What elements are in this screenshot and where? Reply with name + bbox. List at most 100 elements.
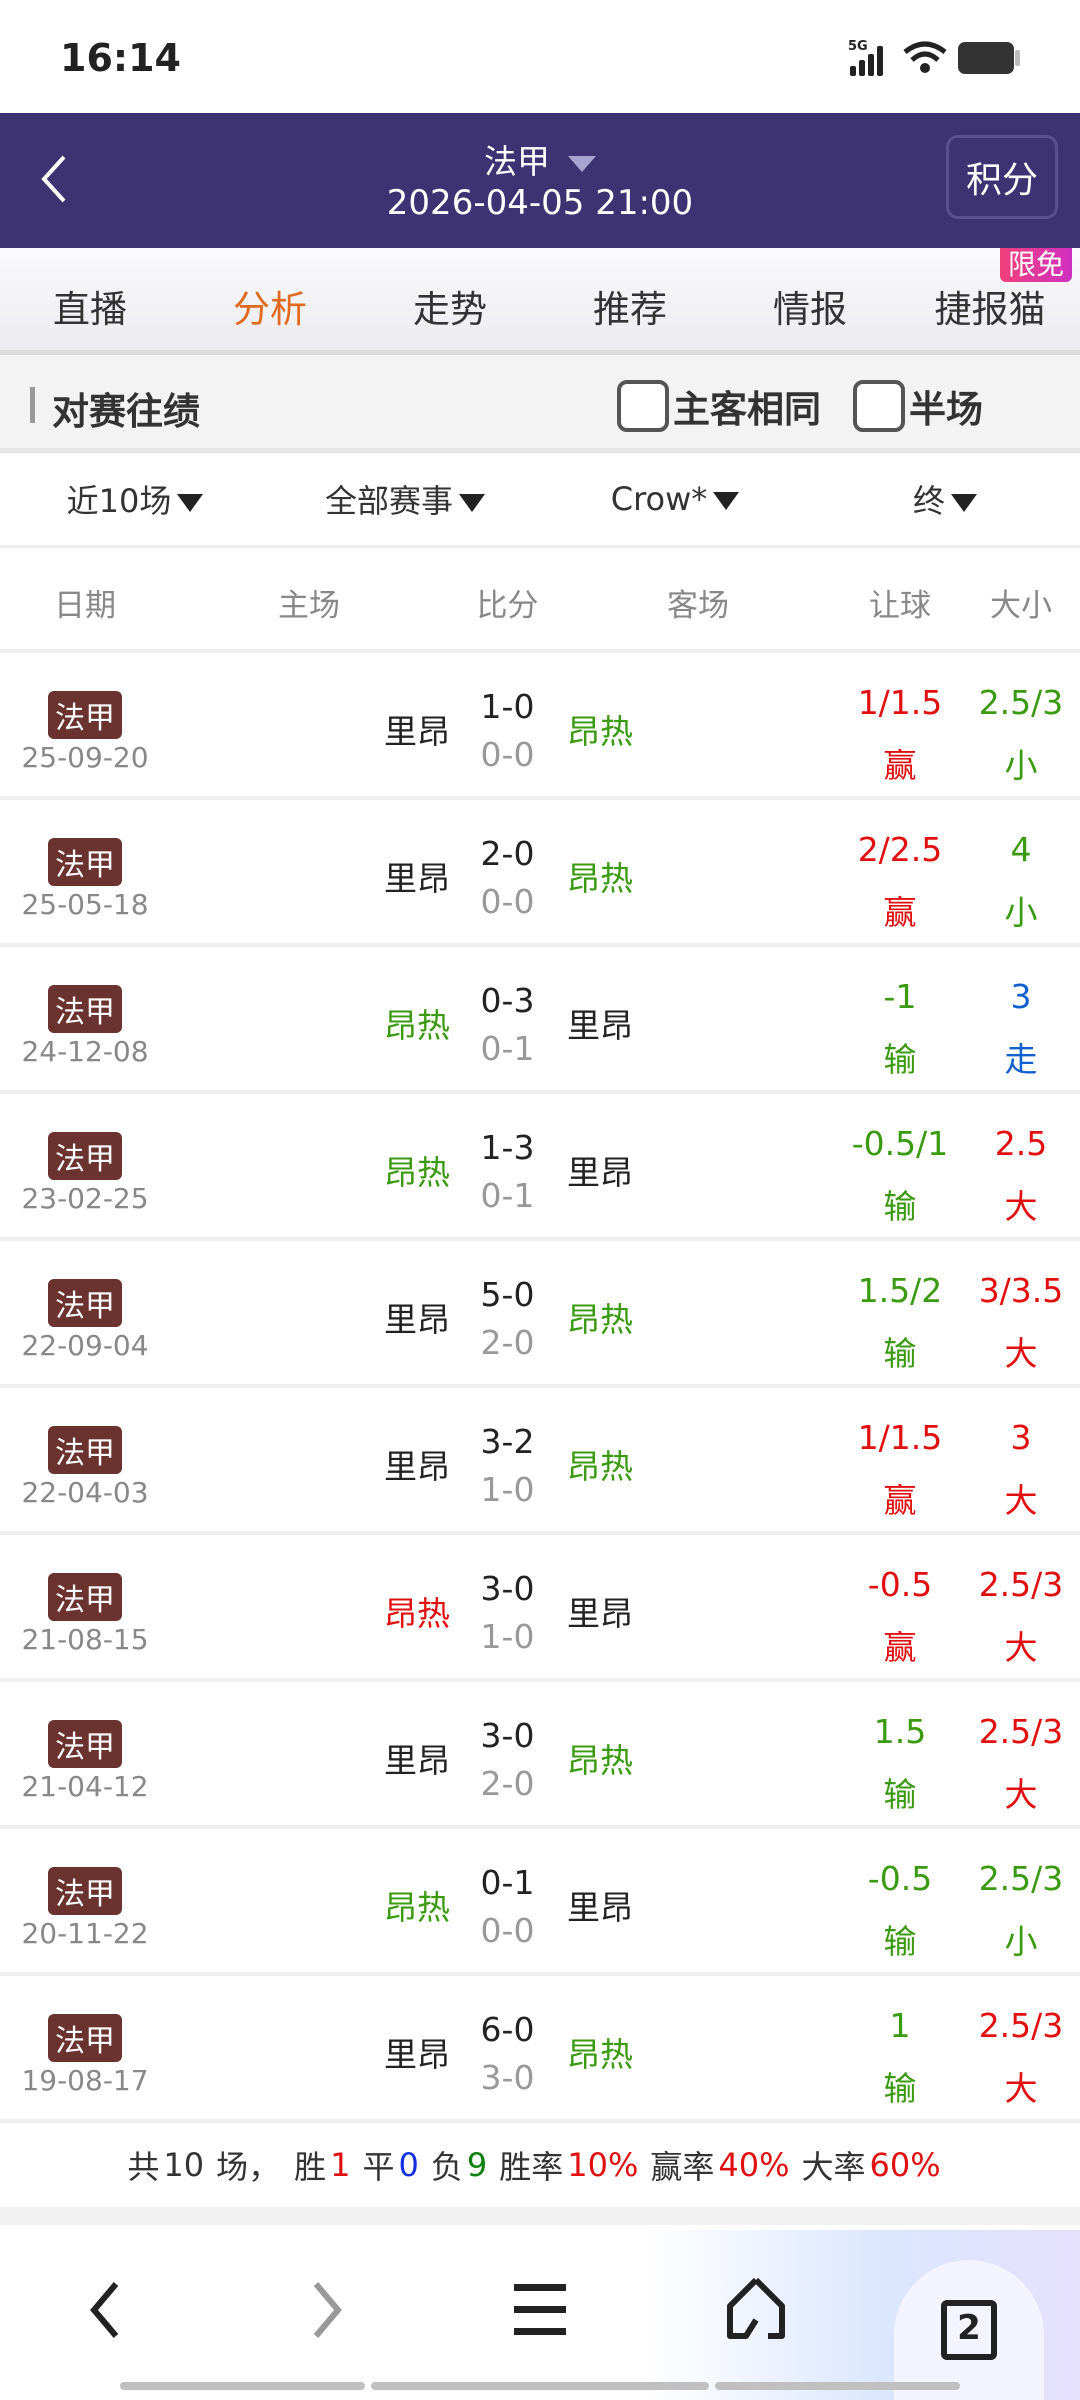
tab-intel[interactable]: 情报: [773, 288, 847, 331]
handicap-result: 赢: [883, 893, 917, 932]
handicap-result: 输: [883, 1040, 917, 1079]
full-time-score: 1-0: [480, 687, 535, 726]
tab-count: 2: [957, 2308, 981, 2348]
handicap-result: 赢: [883, 746, 917, 785]
clock: 16:14: [60, 36, 181, 80]
forward-icon[interactable]: [286, 2270, 366, 2350]
handicap-result: 赢: [883, 1481, 917, 1520]
filter-odds-stage[interactable]: 终: [810, 476, 1080, 522]
handicap-line: 2/2.5: [857, 830, 943, 869]
full-time-score: 5-0: [480, 1275, 535, 1314]
league-badge: 法甲: [48, 1279, 122, 1327]
over-under-result: 大: [1004, 1628, 1038, 1667]
full-time-score: 0-3: [480, 981, 535, 1020]
league-badge: 法甲: [48, 1573, 122, 1621]
full-time-score: 2-0: [480, 834, 535, 873]
away-team: 里昂: [567, 1153, 633, 1192]
checkbox-box: [617, 380, 669, 432]
signal-icon: 5G: [848, 39, 883, 76]
handicap-result: 赢: [883, 1628, 917, 1667]
summary-label: 负: [430, 2148, 463, 2186]
handicap-result: 输: [883, 1775, 917, 1814]
menu-icon[interactable]: [500, 2270, 580, 2350]
table-row[interactable]: 法甲 22-09-04 里昂 5-0 2-0 昂热 1.5/2 输 3/3.5 …: [0, 1241, 1080, 1388]
half-time-score: 2-0: [480, 1764, 535, 1803]
home-icon[interactable]: [716, 2270, 796, 2350]
match-datetime: 2026-04-05 21:00: [386, 183, 694, 223]
col-score: 比分: [476, 588, 539, 624]
tabs-button[interactable]: 2: [894, 2260, 1044, 2400]
back-icon[interactable]: [66, 2270, 146, 2350]
match-date: 25-05-18: [21, 888, 149, 921]
league-name: 法甲: [484, 142, 550, 181]
home-team: 里昂: [384, 712, 450, 751]
away-team: 昂热: [567, 1741, 633, 1780]
over-under-result: 大: [1004, 1334, 1038, 1373]
dropdown-icon: [177, 494, 204, 512]
over-under-line: 2.5/3: [978, 1565, 1064, 1604]
tab-jiebaomao[interactable]: 捷报猫: [934, 288, 1046, 331]
filter-competition[interactable]: 全部赛事: [270, 476, 540, 522]
summary-win-rate: 10%: [567, 2146, 639, 2184]
half-time-score: 1-0: [480, 1470, 535, 1509]
full-time-score: 3-2: [480, 1422, 535, 1461]
over-under-result: 小: [1004, 746, 1038, 785]
summary-wins: 1: [330, 2146, 351, 2184]
summary-label: 胜: [294, 2148, 327, 2186]
filter-label: Crow*: [610, 480, 708, 518]
standings-button[interactable]: 积分: [946, 135, 1058, 219]
match-date: 23-02-25: [21, 1182, 149, 1215]
filter-recent[interactable]: 近10场: [0, 476, 270, 522]
col-handicap: 让球: [869, 588, 931, 624]
away-team: 昂热: [567, 712, 633, 751]
handicap-result: 输: [883, 1187, 917, 1226]
tab-recommend[interactable]: 推荐: [593, 288, 667, 331]
home-team: 昂热: [384, 1006, 450, 1045]
summary-handicap-rate: 40%: [718, 2146, 790, 2184]
gesture-bar: [120, 2382, 365, 2390]
same-home-away-checkbox[interactable]: 主客相同: [617, 379, 821, 433]
summary-label: 共: [127, 2148, 160, 2186]
filter-label: 全部赛事: [324, 482, 453, 520]
league-badge: 法甲: [48, 985, 122, 1033]
over-under-result: 小: [1004, 893, 1038, 932]
summary-label: 赢率: [650, 2148, 715, 2186]
half-time-checkbox[interactable]: 半场: [853, 379, 983, 433]
over-under-line: 2.5: [994, 1124, 1048, 1163]
table-row[interactable]: 法甲 21-08-15 昂热 3-0 1-0 里昂 -0.5 赢 2.5/3 大: [0, 1535, 1080, 1682]
half-time-score: 0-0: [480, 735, 535, 774]
status-bar: 16:14 5G: [0, 0, 1080, 113]
half-time-score: 1-0: [480, 1617, 535, 1656]
table-row[interactable]: 法甲 21-04-12 里昂 3-0 2-0 昂热 1.5 输 2.5/3 大: [0, 1682, 1080, 1829]
table-row[interactable]: 法甲 23-02-25 昂热 1-3 0-1 里昂 -0.5/1 输 2.5 大: [0, 1094, 1080, 1241]
back-icon[interactable]: [30, 149, 80, 209]
home-team: 里昂: [384, 2035, 450, 2074]
league-badge: 法甲: [48, 2014, 122, 2062]
table-row[interactable]: 法甲 25-09-20 里昂 1-0 0-0 昂热 1/1.5 赢 2.5/3 …: [0, 653, 1080, 800]
table-row[interactable]: 法甲 25-05-18 里昂 2-0 0-0 昂热 2/2.5 赢 4 小: [0, 800, 1080, 947]
section-marker: [30, 387, 35, 423]
filter-bookmaker[interactable]: Crow*: [540, 480, 810, 518]
handicap-line: 1/1.5: [857, 683, 943, 722]
summary-losses: 9: [466, 2146, 488, 2184]
full-time-score: 0-1: [480, 1863, 535, 1902]
battery-icon: [958, 42, 1020, 74]
tab-trend[interactable]: 走势: [413, 288, 487, 331]
table-row[interactable]: 法甲 22-04-03 里昂 3-2 1-0 昂热 1/1.5 赢 3 大: [0, 1388, 1080, 1535]
tab-live[interactable]: 直播: [53, 288, 127, 331]
summary-label: 平: [362, 2148, 395, 2186]
table-row[interactable]: 法甲 24-12-08 昂热 0-3 0-1 里昂 -1 输 3 走: [0, 947, 1080, 1094]
tab-analysis[interactable]: 分析: [233, 288, 307, 331]
league-selector[interactable]: 法甲: [0, 135, 1080, 183]
home-team: 昂热: [384, 1153, 450, 1192]
table-row[interactable]: 法甲 19-08-17 里昂 6-0 3-0 昂热 1 输 2.5/3 大: [0, 1976, 1080, 2123]
filter-bar: 近10场 全部赛事 Crow* 终: [0, 453, 1080, 548]
table-row[interactable]: 法甲 20-11-22 昂热 0-1 0-0 里昂 -0.5 输 2.5/3 小: [0, 1829, 1080, 1976]
handicap-result: 输: [883, 1334, 917, 1373]
over-under-result: 大: [1004, 1775, 1038, 1814]
home-team: 里昂: [384, 859, 450, 898]
handicap-result: 输: [883, 1922, 917, 1961]
wifi-icon: [903, 41, 947, 73]
summary-draws: 0: [398, 2146, 419, 2184]
over-under-result: 大: [1004, 1187, 1038, 1226]
